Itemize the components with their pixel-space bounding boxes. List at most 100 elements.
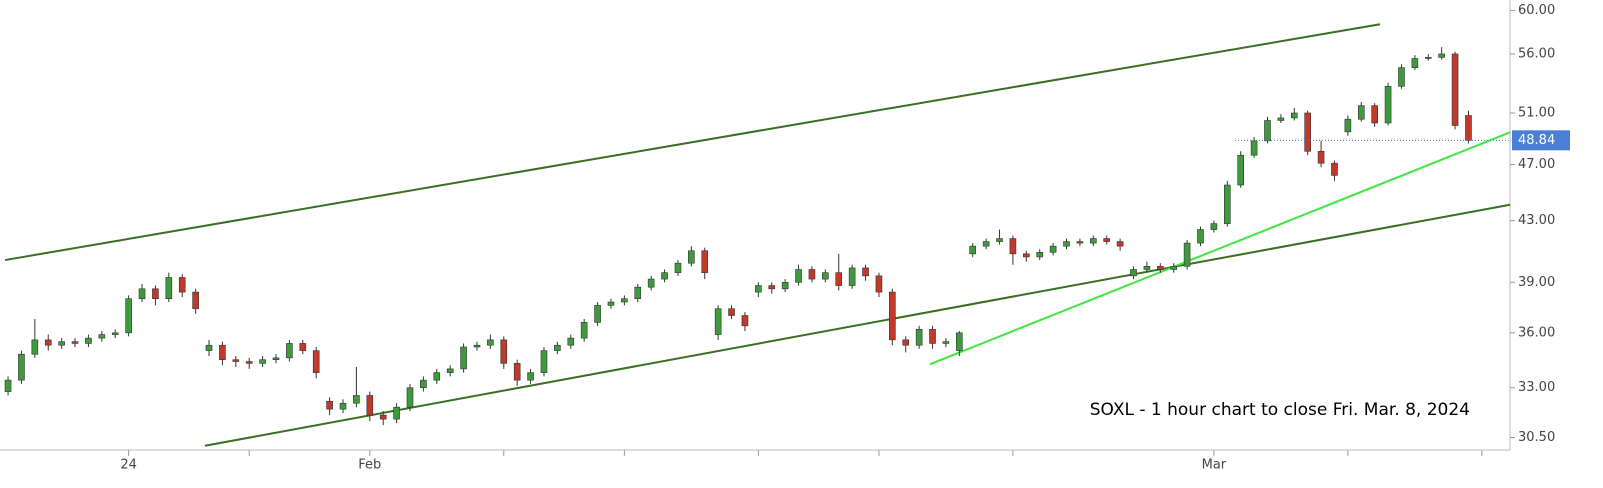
candle-body (1076, 241, 1084, 244)
candle-body (1465, 115, 1472, 141)
candle-body (513, 363, 521, 381)
candle-body (674, 262, 682, 273)
candle-body (460, 346, 467, 370)
candle-body (647, 278, 655, 288)
candle-body (272, 357, 280, 360)
candle-body (875, 275, 883, 293)
candle-body (379, 414, 387, 420)
candle-body (473, 344, 481, 348)
candle-body (1304, 112, 1311, 152)
candle-body (219, 344, 226, 360)
candle-body (1264, 120, 1271, 142)
candle-body (1424, 57, 1432, 59)
candle-body (446, 368, 454, 373)
candle-body (58, 341, 65, 346)
candle-body (889, 291, 896, 341)
candle-body (71, 341, 79, 344)
candle-body (1398, 67, 1405, 87)
candle-body (4, 379, 12, 392)
candle-body (312, 350, 320, 373)
candle-body (768, 285, 776, 290)
candle-body (1331, 162, 1338, 176)
candle-body (18, 353, 25, 381)
candle-body (728, 308, 735, 316)
candle-body (1438, 53, 1445, 58)
candle-body (1277, 117, 1285, 121)
candle-body (487, 339, 494, 346)
candle-body (540, 350, 548, 373)
candle-body (634, 286, 642, 300)
candle-body (835, 272, 843, 286)
x-tick-label: 24 (120, 458, 137, 473)
candle-body (178, 277, 186, 293)
candle-body (1049, 245, 1057, 253)
candle-body (969, 245, 977, 255)
candle-body (1210, 223, 1218, 230)
candle-body (433, 372, 441, 381)
candle-body (98, 334, 106, 339)
candle-body (1157, 266, 1164, 270)
candle-body (1357, 105, 1365, 120)
candle-body (1411, 58, 1419, 68)
y-tick-label: 60.00 (1518, 3, 1555, 18)
trendline (929, 131, 1511, 366)
candle-body (366, 395, 374, 416)
candle-body (420, 379, 427, 389)
candle-body (607, 301, 615, 306)
candle-body (286, 343, 293, 359)
candle-body (1090, 238, 1097, 244)
y-tick-label: 33.00 (1518, 380, 1555, 395)
candle-body (741, 315, 749, 327)
candle-body (111, 332, 119, 335)
candle-body (567, 337, 575, 346)
candle-body (1116, 241, 1124, 247)
candle-body (1290, 112, 1298, 119)
candle-body (500, 339, 508, 364)
candle-body (1197, 229, 1204, 244)
y-tick-label: 43.00 (1518, 213, 1555, 228)
y-tick-label: 39.00 (1518, 275, 1555, 290)
candle-body (661, 272, 668, 280)
candle-body (1384, 86, 1392, 124)
candle-body (862, 267, 869, 277)
candle-body (192, 291, 199, 310)
last-price-tag (1512, 130, 1570, 151)
candle-body (688, 250, 695, 264)
trendline (204, 203, 1511, 447)
candle-body (165, 277, 173, 300)
y-tick-label: 56.00 (1518, 46, 1555, 61)
candle-body (755, 285, 762, 293)
candle-body (44, 339, 52, 346)
candle-body (580, 322, 588, 339)
x-tick-label: Mar (1202, 458, 1227, 473)
y-tick-label: 47.00 (1518, 157, 1555, 172)
annotation: SOXL - 1 hour chart to close Fri. Mar. 8… (1090, 400, 1470, 420)
candle-body (1009, 238, 1017, 255)
candle-body (808, 269, 816, 280)
candle-body (701, 250, 709, 273)
candle-body (339, 402, 347, 410)
candle-body (1237, 154, 1244, 186)
candle-body (152, 288, 159, 300)
candle-body (1317, 150, 1325, 164)
candle-body (138, 288, 146, 300)
candle-body (299, 343, 307, 351)
candle-body (1170, 266, 1178, 270)
candle-body (353, 395, 360, 404)
candle-body (554, 344, 561, 351)
candle-body (915, 329, 923, 346)
candle-body (1451, 53, 1459, 126)
candle-body (902, 339, 910, 346)
last-price-label: 48.84 (1518, 133, 1555, 148)
candle-body (1371, 105, 1378, 124)
candle-body (848, 267, 856, 286)
candle-body (245, 361, 253, 364)
candle-body (1103, 238, 1111, 242)
candle-body (822, 272, 829, 280)
candle-body (714, 308, 722, 335)
trendline (4, 23, 1381, 262)
candle-body (1250, 140, 1258, 156)
candle-body (621, 298, 628, 303)
